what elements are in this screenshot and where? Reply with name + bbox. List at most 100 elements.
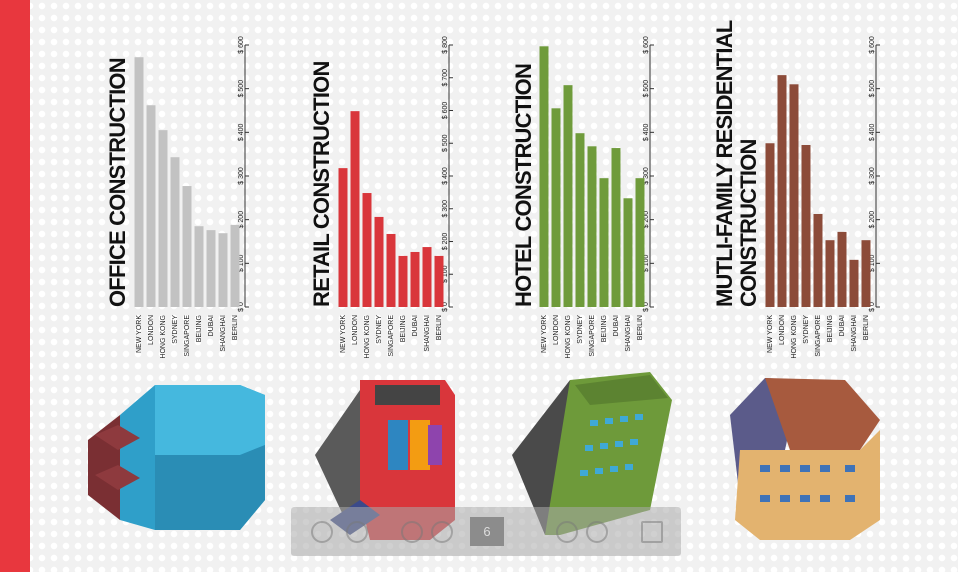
- x-tick-label: NEW YORK: [767, 315, 774, 353]
- x-tick-label: SYDNEY: [172, 315, 179, 344]
- toolbar-button[interactable]: [311, 521, 333, 543]
- toolbar: 6: [291, 507, 681, 556]
- bar: [539, 46, 549, 308]
- y-tick-label: $ 500: [238, 80, 245, 98]
- y-tick-label: $ 400: [238, 123, 245, 141]
- x-tick-label: SYDNEY: [803, 315, 810, 344]
- y-tick-label: $ 500: [643, 80, 650, 98]
- bar: [350, 111, 360, 307]
- bar: [813, 213, 823, 307]
- x-tick-label: BERLIN: [637, 315, 644, 340]
- x-tick-label: BEIJING: [196, 315, 203, 342]
- x-tick-label: LONDON: [779, 315, 786, 345]
- y-tick-label: $ 300: [869, 167, 876, 185]
- y-tick-label: $ 100: [442, 265, 449, 283]
- y-tick-label: $ 0: [238, 302, 245, 312]
- bar: [422, 247, 432, 307]
- x-tick-label: LONDON: [352, 315, 359, 345]
- toolbar-button[interactable]: [431, 521, 453, 543]
- x-tick-label: BERLIN: [863, 315, 870, 340]
- x-tick-label: DUBAI: [208, 315, 215, 336]
- y-tick-label: $ 400: [442, 167, 449, 185]
- bar: [623, 198, 633, 307]
- y-tick-label: $ 500: [442, 134, 449, 152]
- retail-building: [315, 380, 455, 540]
- x-tick-label: SYDNEY: [577, 315, 584, 344]
- residential-building: [730, 378, 880, 540]
- x-tick-label: NEW YORK: [541, 315, 548, 353]
- chart-title: RETAIL CONSTRUCTION: [309, 61, 334, 307]
- bar: [861, 240, 871, 307]
- toolbar-button[interactable]: [401, 521, 423, 543]
- chart-title: HOTEL CONSTRUCTION: [511, 63, 536, 307]
- bar: [599, 178, 609, 307]
- bar: [398, 255, 408, 307]
- y-tick-label: $ 100: [869, 254, 876, 272]
- x-tick-label: BERLIN: [436, 315, 443, 340]
- y-tick-label: $ 600: [238, 36, 245, 54]
- bar: [386, 233, 396, 307]
- bar: [801, 144, 811, 307]
- y-tick-label: $ 300: [238, 167, 245, 185]
- y-tick-label: $ 800: [442, 36, 449, 54]
- bar: [777, 75, 787, 307]
- bar: [218, 233, 228, 307]
- bar: [575, 133, 585, 307]
- x-tick-label: SINGAPORE: [184, 315, 191, 357]
- bar: [206, 230, 216, 307]
- bar: [837, 231, 847, 307]
- bar: [789, 84, 799, 307]
- side-strip: [0, 0, 30, 572]
- x-tick-label: NEW YORK: [340, 315, 347, 353]
- bar: [374, 216, 384, 307]
- x-tick-label: BEIJING: [601, 315, 608, 342]
- x-tick-label: SINGAPORE: [388, 315, 395, 357]
- x-tick-label: NEW YORK: [136, 315, 143, 353]
- x-tick-label: SINGAPORE: [815, 315, 822, 357]
- toolbar-button[interactable]: [346, 521, 368, 543]
- y-tick-label: $ 0: [442, 302, 449, 312]
- chart-title: OFFICE CONSTRUCTION: [105, 58, 130, 307]
- x-tick-label: HONG KONG: [565, 315, 572, 359]
- y-tick-label: $ 300: [643, 167, 650, 185]
- bar: [563, 85, 573, 307]
- y-tick-label: $ 600: [442, 102, 449, 120]
- bar: [434, 255, 444, 307]
- bar: [551, 108, 561, 307]
- x-tick-label: BEIJING: [827, 315, 834, 342]
- toolbar-button[interactable]: [556, 521, 578, 543]
- y-tick-label: $ 400: [643, 123, 650, 141]
- x-tick-label: SHANGHAI: [625, 315, 632, 352]
- bar: [146, 105, 156, 307]
- hotel-building: [512, 372, 672, 535]
- y-tick-label: $ 0: [643, 302, 650, 312]
- bar: [170, 157, 180, 307]
- x-tick-label: SHANGHAI: [220, 315, 227, 352]
- x-tick-label: SHANGHAI: [851, 315, 858, 352]
- page-number[interactable]: 6: [470, 517, 504, 546]
- chart-title: MUTLI-FAMILY RESIDENTIAL CONSTRUCTION: [712, 21, 761, 307]
- x-tick-label: DUBAI: [613, 315, 620, 336]
- y-tick-label: $ 500: [869, 80, 876, 98]
- x-tick-label: LONDON: [148, 315, 155, 345]
- x-tick-label: SINGAPORE: [589, 315, 596, 357]
- x-tick-label: DUBAI: [839, 315, 846, 336]
- toolbar-button[interactable]: [641, 521, 663, 543]
- x-tick-label: BERLIN: [232, 315, 239, 340]
- bar: [611, 148, 621, 307]
- bar: [635, 178, 645, 307]
- toolbar-button[interactable]: [586, 521, 608, 543]
- y-tick-label: $ 400: [869, 123, 876, 141]
- y-tick-label: $ 100: [643, 254, 650, 272]
- x-tick-label: LONDON: [553, 315, 560, 345]
- y-tick-label: $ 600: [643, 36, 650, 54]
- y-tick-label: $ 200: [869, 211, 876, 229]
- bar: [849, 259, 859, 307]
- x-tick-label: SYDNEY: [376, 315, 383, 344]
- x-tick-label: SHANGHAI: [424, 315, 431, 352]
- office-building: [88, 385, 265, 530]
- bar: [338, 168, 348, 307]
- y-tick-label: $ 300: [442, 200, 449, 218]
